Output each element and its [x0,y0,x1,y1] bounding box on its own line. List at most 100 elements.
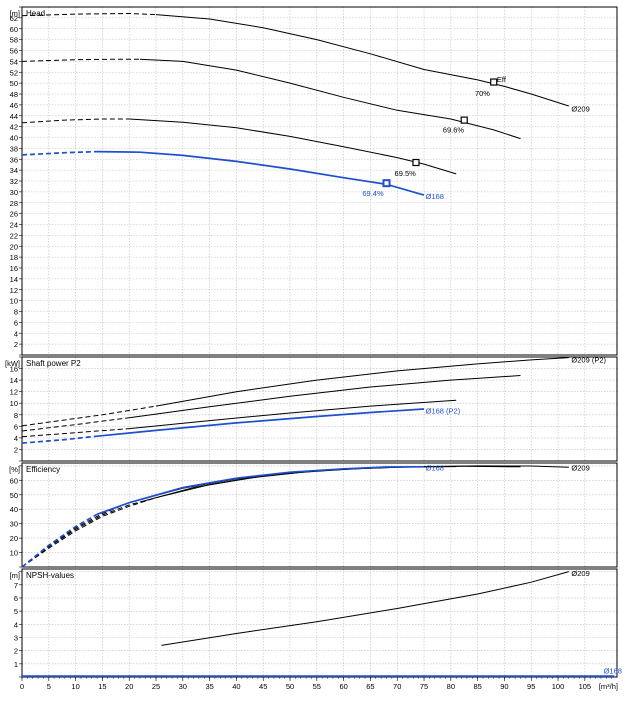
efficiency-marker [490,78,498,86]
y-tick-label: 22 [10,231,18,240]
x-tick-label: 0 [20,682,24,691]
curve-label: 70% [475,89,490,98]
y-tick-label: 58 [10,36,18,45]
panel-title: NPSH-values [26,571,74,580]
y-tick-label: 4 [14,329,18,338]
y-tick-label: 1 [14,660,18,669]
y-tick-label: 50 [10,79,18,88]
series-line [96,150,425,196]
y-tick-label: 12 [10,286,18,295]
y-tick-label: 38 [10,144,18,153]
y-tick-label: 16 [10,264,18,273]
x-tick-label: 85 [473,682,481,691]
y-tick-label: 4 [14,620,18,629]
y-tick-label: 30 [10,520,18,529]
y-tick-label: 24 [10,221,18,230]
efficiency-marker [412,158,420,167]
y-tick-label: 36 [10,155,18,164]
x-tick-label: 20 [125,682,133,691]
y-tick-label: 40 [10,134,18,143]
y-tick-label: 50 [10,491,18,500]
y-tick-label: 60 [10,25,18,34]
curve-label: 69.5% [395,169,417,178]
series-line-dashed [21,435,98,444]
curve-label: Ø168 [426,192,444,201]
curve-label: Ø209 [571,105,589,114]
series-line-dashed [21,417,130,432]
y-unit-label: [m] [10,9,20,18]
series-line [161,571,569,646]
x-tick-label: 60 [339,682,347,691]
y-tick-label: 34 [10,166,18,175]
y-tick-label: 3 [14,633,18,642]
y-tick-label: 32 [10,177,18,186]
y-tick-label: 26 [10,210,18,219]
y-tick-label: 10 [10,549,18,558]
series-line [139,465,521,503]
series-line-dashed [21,58,140,62]
x-tick-label: 55 [313,682,321,691]
y-tick-label: 8 [14,411,18,420]
x-tick-label: 95 [527,682,535,691]
x-tick-label: 15 [98,682,106,691]
efficiency-marker [382,179,391,188]
x-tick-label: 65 [366,682,374,691]
y-tick-label: 28 [10,199,18,208]
y-tick-label: 18 [10,253,18,262]
x-tick-label: 10 [71,682,79,691]
x-unit-label: [m³/h] [599,682,618,691]
curve-label: Ø168 [604,666,622,675]
y-tick-label: 7 [14,581,18,590]
x-tick-label: 25 [152,682,160,691]
curve-label: Ø209 [571,569,589,578]
y-tick-label: 2 [14,340,18,349]
y-tick-label: 8 [14,308,18,317]
y-tick-label: 10 [10,399,18,408]
series-line-dashed [21,501,141,568]
series-line-dashed [21,497,157,568]
y-tick-label: 6 [14,422,18,431]
panel-title: Head [26,9,45,18]
panel-frame [21,356,618,462]
y-tick-label: 42 [10,123,18,132]
y-tick-label: 62 [10,14,18,23]
y-tick-label: 56 [10,47,18,56]
series-line-dashed [21,12,157,17]
y-tick-label: 46 [10,101,18,110]
efficiency-marker [460,116,468,124]
series-line [129,399,457,430]
y-unit-label: [kW] [5,359,20,368]
curve-label: Ø168 [426,463,444,472]
series-line [129,118,457,175]
curve-label: Ø209 [571,463,589,472]
x-tick-label: 40 [232,682,240,691]
y-tick-label: 40 [10,505,18,514]
series-line-dashed [21,405,157,427]
series-line-dashed [21,428,130,438]
y-tick-label: 30 [10,188,18,197]
curve-label: Ø209 (P2) [571,355,606,364]
y-tick-label: 52 [10,68,18,77]
y-tick-label: 20 [10,534,18,543]
y-tick-label: 12 [10,388,18,397]
panel-frame [21,6,618,356]
y-tick-label: 44 [10,112,18,121]
series-line [96,408,425,438]
y-tick-label: 16 [10,365,18,374]
y-tick-label: 14 [10,376,18,385]
panel-title: Efficiency [26,465,60,474]
x-tick-label: 80 [447,682,455,691]
curve-label: 69.6% [443,125,465,134]
x-tick-label: 5 [47,682,51,691]
y-tick-label: 60 [10,476,18,485]
x-tick-label: 45 [259,682,267,691]
curve-label: Eff [497,75,507,84]
y-tick-label: 6 [14,318,18,327]
y-tick-label: 14 [10,275,18,284]
y-tick-label: 6 [14,594,18,603]
series-line-dashed [21,150,98,156]
series-line [129,375,521,419]
y-tick-label: 48 [10,90,18,99]
